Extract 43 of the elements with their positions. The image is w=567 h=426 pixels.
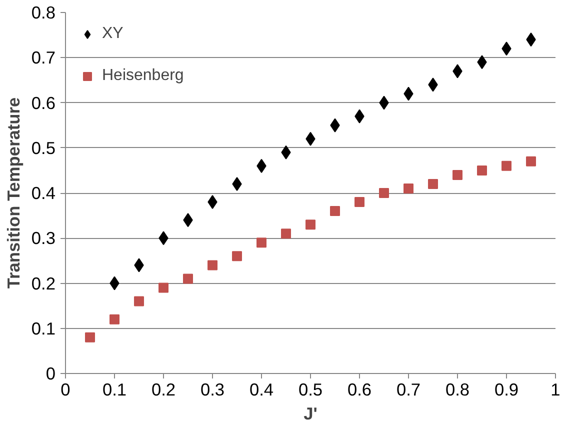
point (158, 282, 168, 293)
point (330, 206, 340, 216)
x-tick-label: 0.1 (102, 380, 127, 400)
point (208, 260, 218, 270)
y-tick-label: 0.8 (31, 2, 56, 22)
x-tick-label: 0.6 (347, 380, 372, 400)
y-tick-label: 0.2 (31, 273, 56, 294)
point (232, 251, 242, 262)
point (379, 188, 389, 198)
point (85, 332, 95, 342)
legend-label: XY (102, 25, 124, 43)
y-tick-label: 0.6 (31, 92, 56, 113)
y-tick-label: 0 (46, 364, 56, 384)
x-tick-label: 0.2 (151, 380, 176, 400)
x-tick-label: 0.9 (494, 380, 519, 400)
x-tick-label: 0.7 (396, 380, 421, 400)
point (502, 160, 512, 171)
point (306, 220, 316, 230)
point (134, 296, 144, 306)
point (354, 197, 364, 208)
y-tick-label: 0.7 (31, 48, 56, 68)
point (526, 156, 536, 166)
point (110, 314, 120, 324)
y-tick-label: 0.5 (31, 138, 56, 158)
point (428, 178, 438, 189)
x-tick-label: 1 (550, 380, 560, 400)
point (281, 228, 291, 239)
point (477, 165, 487, 176)
point (404, 183, 414, 194)
legend-label: Heisenberg (102, 67, 184, 85)
x-tick-label: 0.5 (298, 380, 323, 400)
y-tick-label: 0.4 (31, 183, 56, 203)
y-tick-label: 0.1 (31, 318, 56, 338)
x-tick-label: 0 (60, 380, 70, 400)
point (452, 170, 462, 180)
point (183, 274, 193, 284)
x-axis-title: J' (304, 404, 318, 424)
y-tick-label: 0.3 (31, 228, 56, 248)
x-tick-label: 0.3 (200, 380, 225, 400)
x-tick-label: 0.4 (249, 380, 274, 400)
x-tick-label: 0.8 (445, 380, 470, 400)
y-axis-title: Transition Temperature (3, 96, 24, 289)
point (256, 238, 266, 248)
